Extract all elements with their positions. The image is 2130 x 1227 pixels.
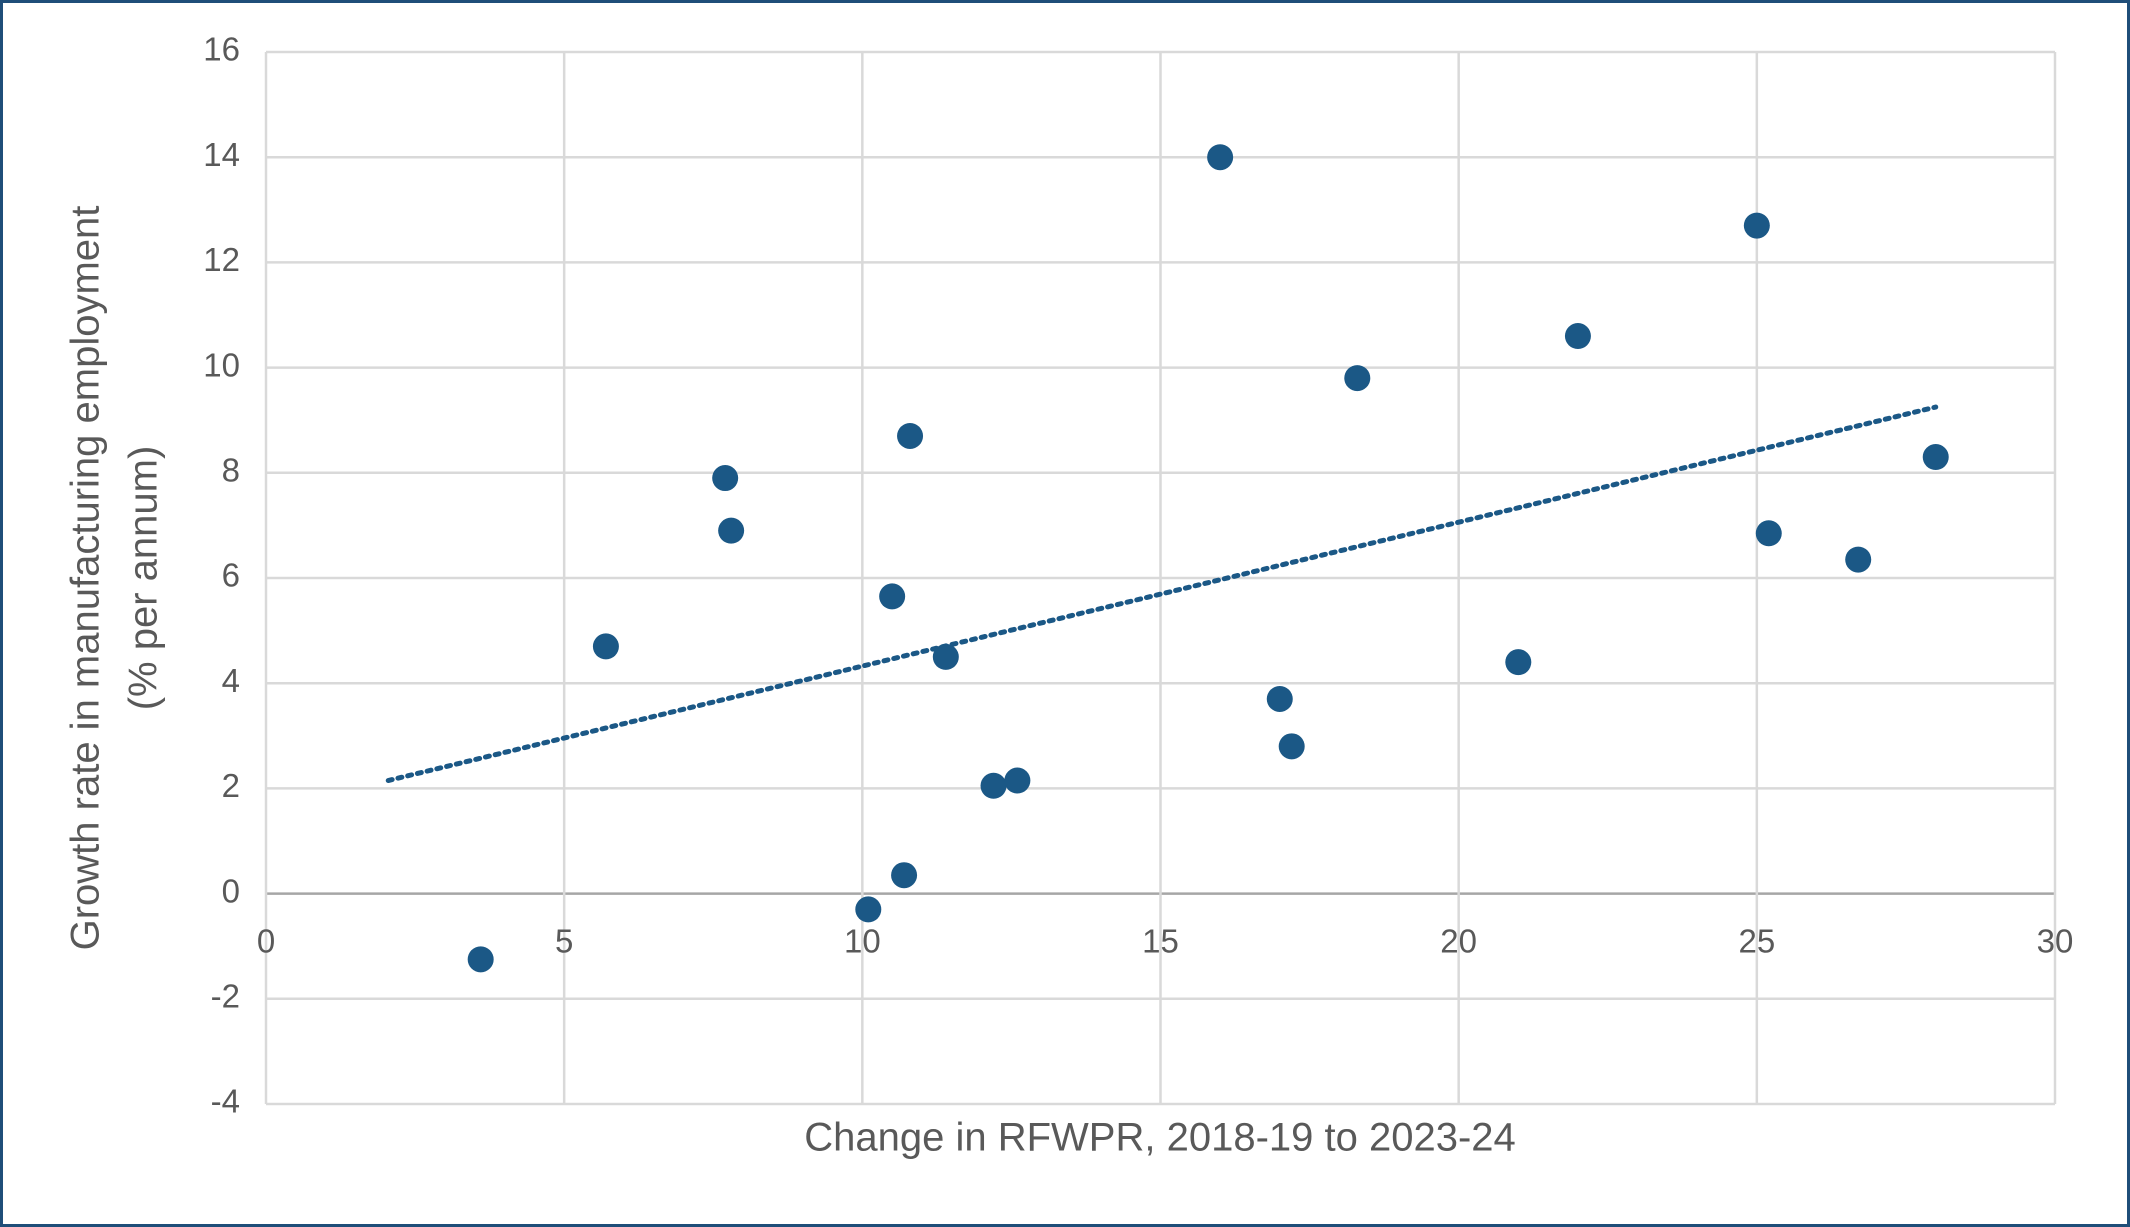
x-tick-label: 25 xyxy=(1738,922,1775,959)
grid: -4 -2 0 2 4 6 8 10 12 14 16 0 5 10 15 20 25 30 xyxy=(203,31,2073,1120)
x-tick-label: 20 xyxy=(1440,922,1477,959)
y-axis-title: Growth rate in manufacturing employment xyxy=(64,206,108,951)
point xyxy=(1505,649,1532,676)
marks xyxy=(385,144,1949,973)
point xyxy=(891,862,918,889)
x-tick-label: 15 xyxy=(1142,922,1179,959)
point xyxy=(879,583,906,610)
point xyxy=(897,422,924,449)
point xyxy=(855,896,882,923)
y-tick-label: -2 xyxy=(211,978,240,1015)
point xyxy=(1207,144,1234,171)
y-tick-label: 10 xyxy=(203,346,240,383)
point xyxy=(932,643,959,670)
point xyxy=(1266,685,1293,712)
point xyxy=(712,465,739,492)
y-tick-label: -4 xyxy=(211,1083,240,1120)
point xyxy=(1922,444,1949,471)
point xyxy=(1845,546,1872,573)
point xyxy=(1743,212,1770,239)
trendline xyxy=(385,404,1939,784)
point xyxy=(1564,323,1591,350)
y-tick-label: 16 xyxy=(203,31,240,68)
point xyxy=(592,633,619,660)
y-tick-label: 6 xyxy=(222,557,240,594)
y-axis-title: (% per annum) xyxy=(122,446,166,711)
point xyxy=(1004,767,1031,794)
point xyxy=(1755,520,1782,547)
x-tick-label: 5 xyxy=(555,922,573,959)
y-tick-label: 2 xyxy=(222,767,240,804)
point xyxy=(718,517,745,544)
y-tick-label: 14 xyxy=(203,136,240,173)
y-tick-label: 8 xyxy=(222,452,240,489)
y-tick-label: 4 xyxy=(222,662,240,699)
point xyxy=(980,772,1007,799)
x-tick-label: 10 xyxy=(844,922,881,959)
x-axis-title: Change in RFWPR, 2018-19 to 2023-24 xyxy=(804,1116,1516,1160)
y-tick-label: 0 xyxy=(222,872,240,909)
point xyxy=(1278,733,1305,760)
point xyxy=(467,946,494,973)
x-tick-label: 0 xyxy=(257,922,275,959)
x-tick-label: 30 xyxy=(2037,922,2074,959)
point xyxy=(1344,365,1371,392)
y-tick-label: 12 xyxy=(203,241,240,278)
